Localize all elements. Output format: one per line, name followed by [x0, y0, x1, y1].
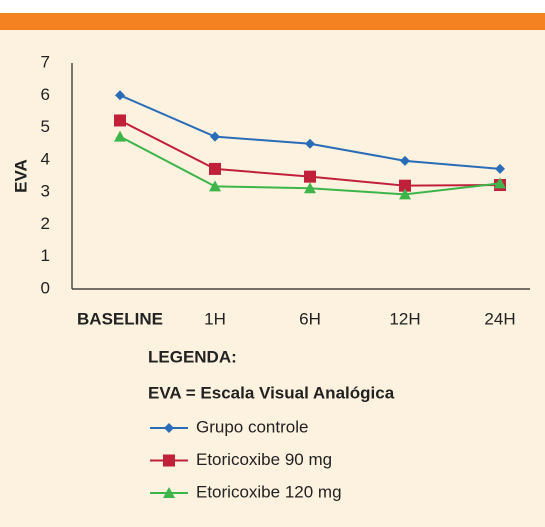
y-tick-label: 6: [41, 85, 50, 104]
marker: [399, 188, 411, 200]
legend-label: Etoricoxibe 90 mg: [196, 450, 332, 469]
y-tick-label: 0: [41, 278, 50, 297]
marker: [114, 130, 126, 142]
marker: [495, 163, 505, 174]
legend-note: EVA = Escala Visual Analógica: [148, 383, 395, 402]
y-tick-label: 7: [41, 52, 50, 71]
marker: [209, 180, 221, 192]
y-tick-label: 4: [41, 149, 50, 168]
marker: [304, 182, 316, 194]
x-tick-label: 12H: [389, 309, 420, 328]
marker: [304, 170, 316, 183]
legend-label: Etoricoxibe 120 mg: [196, 482, 342, 501]
legend-title: LEGENDA:: [148, 347, 237, 366]
y-axis-label: EVA: [11, 159, 30, 193]
x-tick-label: 6H: [299, 309, 321, 328]
marker: [164, 423, 174, 433]
marker: [163, 487, 175, 498]
y-tick-label: 1: [41, 246, 50, 265]
marker: [399, 179, 411, 192]
marker: [210, 131, 220, 142]
marker: [209, 162, 221, 175]
x-tick-label: BASELINE: [77, 309, 163, 328]
x-tick-label: 1H: [204, 309, 226, 328]
marker: [114, 114, 126, 127]
marker: [163, 454, 175, 467]
y-tick-label: 3: [41, 182, 50, 201]
legend-label: Grupo controle: [196, 417, 308, 436]
y-tick-label: 2: [41, 214, 50, 233]
marker: [305, 138, 315, 149]
marker: [494, 177, 506, 189]
y-tick-label: 5: [41, 117, 50, 136]
marker: [400, 155, 410, 166]
header-band: [0, 13, 545, 30]
x-tick-label: 24H: [484, 309, 515, 328]
top-margin: [0, 0, 545, 13]
marker: [115, 90, 125, 101]
